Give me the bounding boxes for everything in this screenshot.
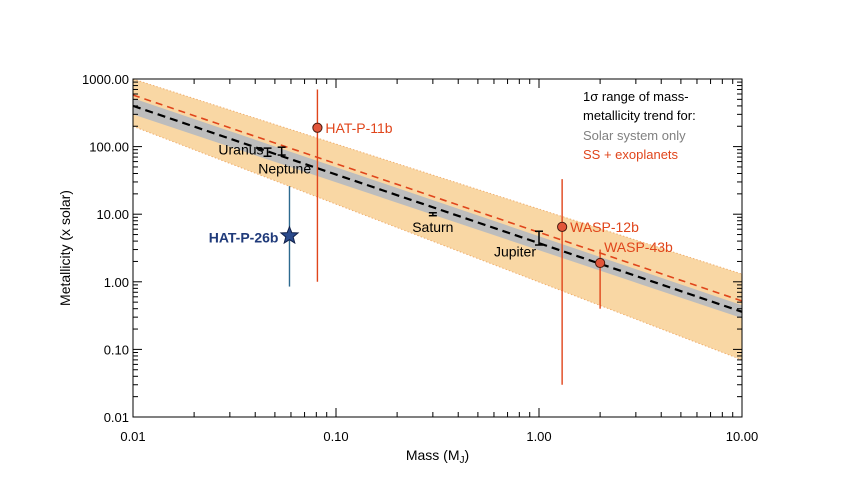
legend: 1σ range of mass-metallicity trend for: S… bbox=[583, 89, 696, 162]
exoplanet-band-lower-edge bbox=[133, 125, 742, 361]
exoplanet-point bbox=[557, 221, 568, 232]
y-tick-label: 0.10 bbox=[104, 342, 129, 357]
legend-line-2: metallicity trend for: bbox=[583, 108, 696, 123]
y-axis-title: Metallicity (x solar) bbox=[57, 190, 73, 306]
label-hat-p-26b: HAT-P-26b bbox=[209, 230, 279, 246]
solar-trend-band bbox=[133, 98, 742, 319]
exoplanet-point bbox=[595, 257, 606, 269]
trend-bands bbox=[133, 79, 742, 361]
x-axis-title-main: Mass (M bbox=[406, 447, 460, 463]
label-hat-p-11b: HAT-P-11b bbox=[325, 120, 392, 136]
x-axis-title-subscript: J bbox=[460, 455, 465, 466]
x-tick-label: 1.00 bbox=[526, 429, 551, 444]
y-tick-label: 10.00 bbox=[96, 207, 129, 222]
y-tick-label: 100.00 bbox=[89, 140, 129, 155]
x-axis-title: Mass (MJ) bbox=[406, 447, 469, 466]
legend-line-4: SS + exoplanets bbox=[583, 147, 679, 162]
exoplanet-band-upper-edge bbox=[133, 79, 742, 275]
y-tick-label: 1.00 bbox=[104, 275, 129, 290]
label-wasp-12b: WASP-12b bbox=[570, 219, 639, 235]
data-points bbox=[263, 89, 606, 385]
y-tick-label: 1000.00 bbox=[82, 72, 129, 87]
axes: 0.01 0.10 1.00 10.00 0.01 0.10 1.00 10.00 100.00… bbox=[57, 72, 758, 466]
point-labels: HAT-P-11b WASP-12b WASP-43b Uranus Neptune Sa… bbox=[209, 120, 673, 260]
exoplanet-point bbox=[312, 122, 323, 133]
label-saturn: Saturn bbox=[412, 219, 453, 235]
trend-lines bbox=[133, 94, 742, 313]
exoplanet-trend-band bbox=[133, 79, 742, 360]
label-uranus: Uranus bbox=[218, 141, 263, 157]
y-tick-label: 0.01 bbox=[104, 410, 129, 425]
x-tick-label: 10.00 bbox=[726, 429, 759, 444]
x-tick-label: 0.01 bbox=[120, 429, 145, 444]
plot-frame bbox=[132, 78, 743, 418]
legend-line-1: 1σ range of mass- bbox=[583, 89, 689, 104]
solar-trend-line bbox=[133, 104, 742, 313]
label-jupiter: Jupiter bbox=[494, 244, 536, 260]
highlight-star-marker bbox=[279, 225, 300, 245]
legend-line-3: Solar system only bbox=[583, 128, 686, 143]
x-tick-label: 0.10 bbox=[323, 429, 348, 444]
label-wasp-43b: WASP-43b bbox=[604, 239, 673, 255]
x-axis-title-close: ) bbox=[465, 447, 470, 463]
label-neptune: Neptune bbox=[258, 160, 311, 176]
